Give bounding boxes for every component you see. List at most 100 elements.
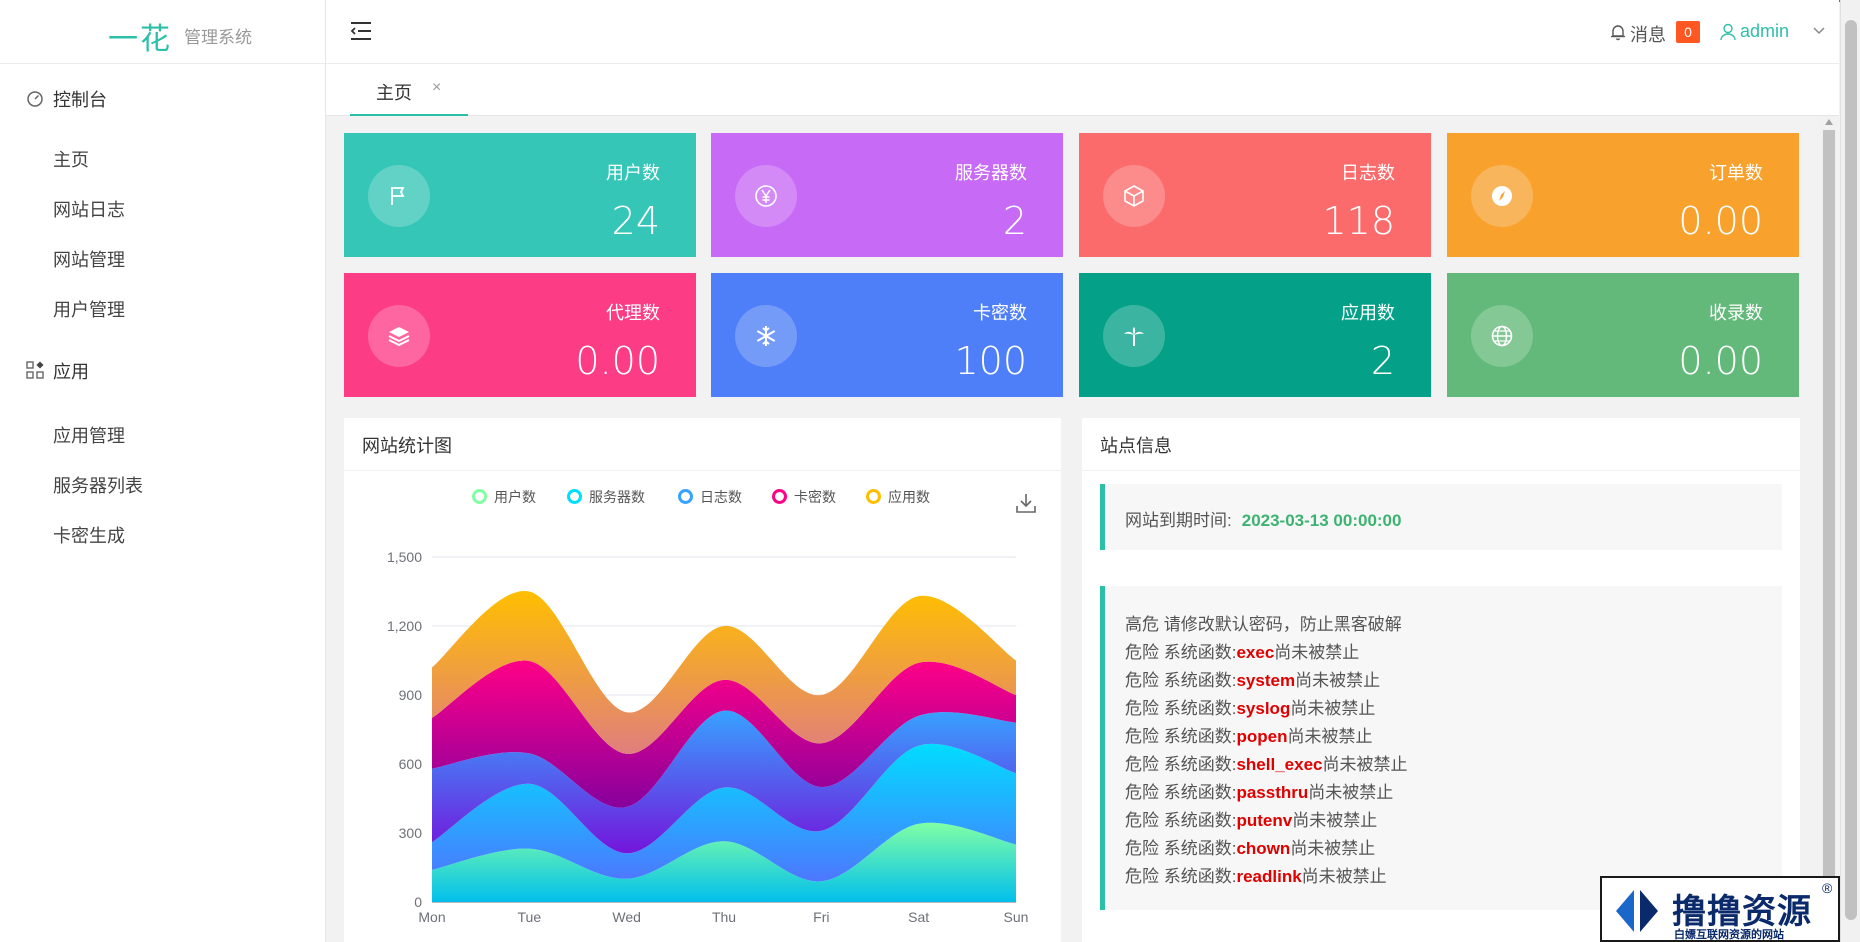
legend-label: 卡密数	[794, 489, 836, 505]
warning-line: 危险 系统函数:syslog尚未被禁止	[1125, 694, 1375, 719]
area-series-2[interactable]	[432, 743, 1016, 882]
sidebar-item-label: 网站日志	[53, 200, 125, 220]
legend-dot	[567, 489, 582, 504]
watermark-title: 撸撸资源	[1672, 893, 1812, 931]
warning-line: 危险 系统函数:shell_exec尚未被禁止	[1125, 750, 1407, 775]
tab-bar: 主页 ×	[326, 64, 1839, 116]
menu-toggle-icon[interactable]	[350, 21, 372, 41]
logo-text: 一花	[108, 22, 172, 57]
expiry-label: 网站到期时间:	[1125, 511, 1232, 530]
stat-card[interactable]: 卡密数 100	[711, 273, 1063, 397]
apps-icon	[26, 361, 44, 379]
watermark-registered: ®	[1822, 880, 1833, 896]
y-tick-label: 1,500	[387, 549, 422, 565]
tab-label: 主页	[376, 83, 412, 103]
sidebar-group-apps[interactable]: 应用	[0, 344, 326, 396]
area-series-3[interactable]	[432, 710, 1016, 854]
area-series-5[interactable]	[432, 590, 1016, 754]
warning-function: popen	[1236, 727, 1288, 746]
sidebar-item-server-list[interactable]: 服务器列表	[0, 458, 326, 508]
stat-card[interactable]: 代理数 0.00	[344, 273, 696, 397]
warning-level: 危险	[1125, 811, 1159, 830]
expiry-block: 网站到期时间: 2023-03-13 00:00:00	[1100, 484, 1782, 550]
user-name: admin	[1740, 21, 1790, 41]
download-icon[interactable]	[1015, 492, 1037, 514]
warning-line: 危险 系统函数:popen尚未被禁止	[1125, 722, 1372, 747]
sidebar-item-user-manage[interactable]: 用户管理	[0, 282, 326, 332]
stat-card-value: 0.00	[1678, 199, 1763, 243]
stat-card-title: 订单数	[1709, 163, 1763, 183]
stat-card[interactable]: 收录数 0.00	[1447, 273, 1799, 397]
stat-card-title: 应用数	[1341, 303, 1395, 323]
tab-home[interactable]: 主页 ×	[350, 64, 468, 116]
dashboard-icon	[27, 91, 43, 107]
compass-icon	[1492, 186, 1512, 206]
warning-suffix: 尚未被禁止	[1292, 811, 1378, 830]
stat-card[interactable]: 用户数 24	[344, 133, 696, 257]
legend-label: 应用数	[888, 489, 930, 505]
warning-level: 危险	[1125, 699, 1159, 718]
sidebar-item-site-log[interactable]: 网站日志	[0, 182, 326, 232]
flag-icon	[391, 187, 405, 205]
content-scrollbar[interactable]	[1820, 116, 1838, 942]
stat-card-value: 100	[954, 339, 1027, 383]
scrollbar-thumb[interactable]	[1823, 130, 1835, 890]
messages-label: 消息	[1630, 25, 1666, 45]
system-name: 管理系统	[184, 28, 252, 47]
stat-card-value: 2	[1002, 199, 1027, 243]
stat-card[interactable]: 订单数 0.00	[1447, 133, 1799, 257]
y-tick-label: 300	[399, 825, 423, 841]
sidebar-item-card-generate[interactable]: 卡密生成	[0, 508, 326, 558]
warning-function: readlink	[1236, 867, 1302, 886]
stat-card-icon-circle	[735, 305, 797, 367]
legend-label: 用户数	[494, 489, 536, 505]
warning-level: 危险	[1125, 727, 1159, 746]
sidebar-item-label: 网站管理	[53, 250, 125, 270]
x-tick-label: Wed	[612, 909, 641, 925]
sidebar-group-label: 应用	[53, 362, 89, 382]
x-tick-label: Mon	[418, 909, 445, 925]
scroll-up-arrow[interactable]	[1825, 119, 1833, 125]
stat-card-icon-circle	[1103, 305, 1165, 367]
sidebar-item-label: 用户管理	[53, 300, 125, 320]
warning-text: 系统函数:	[1163, 727, 1237, 746]
x-tick-label: Sat	[908, 909, 929, 925]
watermark-logo: 撸撸资源 白嫖互联网资源的网站 ®	[1600, 876, 1840, 942]
stat-card-value: 118	[1322, 199, 1395, 243]
warning-line: 危险 系统函数:passthru尚未被禁止	[1125, 778, 1393, 803]
warning-text: 系统函数:	[1163, 699, 1237, 718]
warning-function: syslog	[1236, 699, 1291, 718]
tab-close-icon[interactable]: ×	[432, 79, 442, 96]
sidebar-group-label: 控制台	[53, 90, 107, 110]
warning-function: shell_exec	[1236, 755, 1323, 774]
sidebar-item-app-manage[interactable]: 应用管理	[0, 408, 326, 458]
x-tick-label: Fri	[813, 909, 829, 925]
page-scrollbar[interactable]	[1840, 0, 1860, 942]
sidebar-group-console[interactable]: 控制台	[0, 72, 326, 124]
stat-card-title: 日志数	[1341, 163, 1395, 183]
warning-text: 系统函数:	[1163, 811, 1237, 830]
area-series-1[interactable]	[432, 822, 1016, 902]
stat-card[interactable]: 应用数 2	[1079, 273, 1431, 397]
stat-card[interactable]: 服务器数 2	[711, 133, 1063, 257]
stat-card-title: 收录数	[1709, 303, 1763, 323]
watermark-logo-icon	[1616, 890, 1658, 932]
y-tick-label: 1,200	[387, 618, 422, 634]
area-series-4[interactable]	[432, 660, 1016, 808]
stat-card[interactable]: 日志数 118	[1079, 133, 1431, 257]
user-icon	[1720, 23, 1736, 41]
warning-suffix: 尚未被禁止	[1295, 671, 1381, 690]
sidebar-item-home[interactable]: 主页	[0, 132, 326, 182]
sidebar-item-label: 主页	[53, 150, 89, 170]
logo[interactable]: 一花 管理系统	[0, 0, 325, 64]
sidebar-item-site-manage[interactable]: 网站管理	[0, 232, 326, 282]
warning-line: 高危 请修改默认密码，防止黑客破解	[1125, 610, 1402, 635]
stat-card-icon-circle	[368, 165, 430, 227]
stat-card-icon-circle	[368, 305, 430, 367]
warning-function: system	[1236, 671, 1296, 690]
scrollbar-thumb[interactable]	[1845, 20, 1857, 920]
snowflake-icon	[756, 326, 776, 346]
y-tick-label: 0	[414, 894, 422, 910]
expiry-date: 2023-03-13 00:00:00	[1241, 511, 1402, 530]
warning-line: 危险 系统函数:readlink尚未被禁止	[1125, 862, 1387, 887]
